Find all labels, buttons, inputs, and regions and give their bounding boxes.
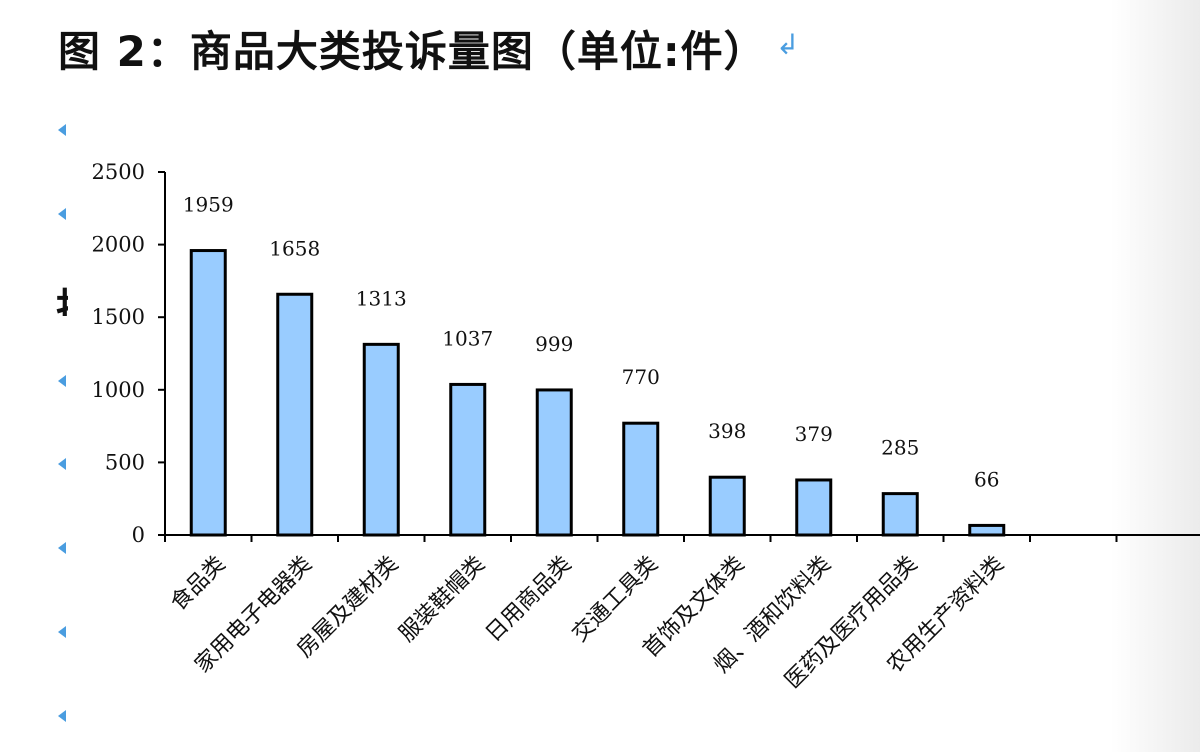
category-label: 服装鞋帽类: [395, 552, 490, 647]
data-label: 1658: [269, 236, 320, 260]
chart-bars: [189, 249, 1006, 537]
y-tick-label: 1500: [92, 305, 145, 329]
y-tick-label: 0: [132, 523, 145, 547]
bar: [881, 492, 919, 537]
data-label: 1037: [442, 326, 493, 350]
paragraph-mark-icon: [58, 375, 66, 387]
category-label: 交通工具类: [568, 552, 663, 647]
data-label: 770: [622, 365, 660, 389]
bar: [362, 342, 400, 537]
return-mark-icon: ↲: [776, 28, 800, 61]
paragraph-mark-icon: [58, 124, 66, 136]
chart-axes: 0 500 1000 1500 2000 2500: [92, 160, 1200, 547]
data-label: 1959: [183, 193, 234, 217]
bar: [276, 292, 314, 537]
bar: [189, 249, 227, 537]
clipped-glyph: 投: [56, 276, 68, 316]
category-label: 食品类: [166, 552, 230, 616]
bar: [622, 421, 660, 537]
data-label: 379: [795, 422, 833, 446]
bar: [795, 478, 833, 537]
y-tick-label: 500: [105, 450, 145, 474]
bar: [968, 523, 1006, 537]
category-label: 日用商品类: [481, 552, 576, 647]
bar: [449, 382, 487, 537]
paragraph-mark-icon: [58, 208, 66, 220]
data-label: 999: [535, 332, 573, 356]
data-label: 398: [708, 419, 746, 443]
bar: [708, 475, 746, 537]
paragraph-mark-icon: [58, 710, 66, 722]
data-label: 285: [881, 436, 919, 460]
bar: [535, 388, 573, 537]
y-tick-label: 2500: [92, 160, 145, 184]
paragraph-mark-icon: [58, 542, 66, 554]
paragraph-mark-icon: [58, 458, 66, 470]
page-title: 图 2：商品大类投诉量图（单位:件）: [58, 27, 767, 76]
data-label: 1313: [356, 286, 407, 310]
page-edge-shadow: [1110, 0, 1200, 752]
paragraph-mark-icon: [58, 626, 66, 638]
y-tick-label: 1000: [92, 378, 145, 402]
data-label: 66: [974, 467, 999, 491]
y-tick-label: 2000: [92, 233, 145, 257]
